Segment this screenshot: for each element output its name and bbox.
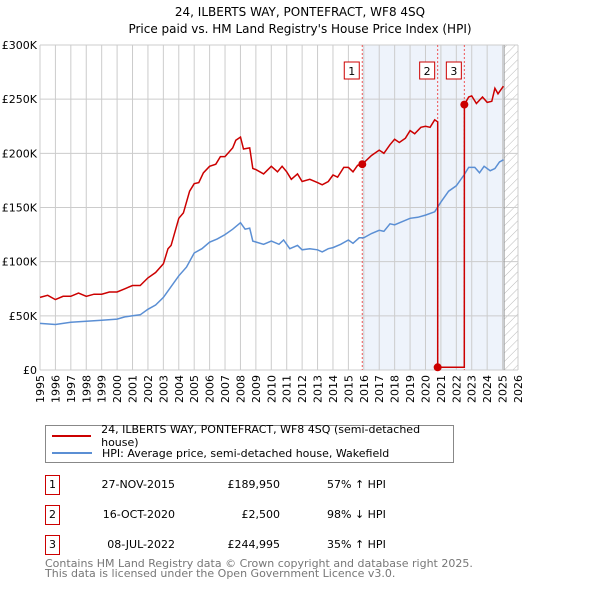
x-tick-label: 2003 — [157, 375, 170, 403]
table-row: 1 27-NOV-2015 £189,950 57% ↑ HPI — [45, 475, 465, 495]
transaction-number: 2 — [45, 505, 60, 525]
hpi-line — [39, 159, 504, 326]
transaction-date: 16-OCT-2020 — [102, 508, 175, 521]
x-tick-label: 2011 — [281, 375, 294, 403]
footer: Contains HM Land Registry data © Crown c… — [45, 557, 473, 580]
property-price-line — [39, 85, 505, 369]
x-tick-label: 1996 — [49, 375, 62, 403]
x-tick-label: 2014 — [327, 375, 340, 403]
chart-title: 24, ILBERTS WAY, PONTEFRACT, WF8 4SQ — [175, 5, 425, 19]
x-tick-label: 2006 — [204, 375, 217, 403]
x-tick-label: 1995 — [34, 375, 47, 403]
legend: 24, ILBERTS WAY, PONTEFRACT, WF8 4SQ (se… — [45, 423, 454, 463]
x-tick-label: 2012 — [296, 375, 309, 403]
y-tick-label: £150K — [2, 202, 38, 215]
x-tick-label: 2008 — [234, 375, 247, 403]
legend-label: 24, ILBERTS WAY, PONTEFRACT, WF8 4SQ (se… — [101, 423, 421, 449]
x-tick-label: 2019 — [404, 375, 417, 403]
price-chart: 24, ILBERTS WAY, PONTEFRACT, WF8 4SQ Pri… — [2, 5, 525, 403]
x-tick-label: 2017 — [373, 375, 386, 403]
transaction-number: 1 — [45, 475, 60, 495]
table-row: 3 08-JUL-2022 £244,995 35% ↑ HPI — [45, 535, 465, 555]
x-tick-label: 2026 — [512, 375, 525, 403]
table-row: 2 16-OCT-2020 £2,500 98% ↓ HPI — [45, 505, 465, 525]
sale-point — [358, 160, 367, 169]
x-tick-label: 2016 — [358, 375, 371, 403]
x-tick-label: 2000 — [111, 375, 124, 403]
transaction-number: 3 — [45, 535, 60, 555]
sale-label-box — [445, 61, 462, 80]
legend-swatch-blue — [52, 452, 92, 454]
x-tick-label: 2010 — [265, 375, 278, 403]
y-tick-label: £250K — [2, 93, 38, 106]
x-tick-label: 2020 — [419, 375, 432, 403]
x-tick-label: 2002 — [142, 375, 155, 403]
x-tick-label: 2018 — [389, 375, 402, 403]
transaction-hpi: 98% ↓ HPI — [327, 508, 386, 521]
transaction-date: 08-JUL-2022 — [107, 538, 175, 551]
x-tick-label: 2007 — [219, 375, 232, 403]
y-tick-label: £200K — [2, 147, 38, 160]
transaction-price: £2,500 — [241, 508, 281, 521]
transaction-price: £189,950 — [227, 478, 281, 491]
legend-item-property: 24, ILBERTS WAY, PONTEFRACT, WF8 4SQ (se… — [46, 423, 453, 449]
x-tick-label: 2024 — [481, 375, 494, 403]
y-tick-label: £50K — [9, 310, 38, 323]
footer-line-1: Contains HM Land Registry data © Crown c… — [45, 557, 473, 570]
sale-label: 3 — [450, 65, 457, 78]
legend-item-hpi: HPI: Average price, semi-detached house,… — [46, 445, 389, 461]
x-tick-label: 2025 — [497, 375, 510, 403]
legend-label: HPI: Average price, semi-detached house,… — [102, 446, 390, 460]
transaction-date: 27-NOV-2015 — [101, 478, 175, 491]
legend-swatch-red — [52, 435, 92, 437]
chart-subtitle: Price paid vs. HM Land Registry's House … — [128, 22, 471, 36]
sale-label-box — [343, 61, 360, 80]
x-tick-label: 2022 — [450, 375, 463, 403]
x-tick-label: 2004 — [173, 375, 186, 403]
y-tick-label: £0 — [23, 364, 37, 377]
x-tick-label: 1998 — [80, 375, 93, 403]
y-tick-label: £300K — [2, 39, 38, 52]
x-tick-label: 2023 — [466, 375, 479, 403]
sale-label: 2 — [424, 65, 431, 78]
x-tick-label: 2013 — [312, 375, 325, 403]
transaction-hpi: 57% ↑ HPI — [327, 478, 386, 491]
x-tick-label: 1999 — [96, 375, 109, 403]
sale-label: 1 — [348, 65, 355, 78]
y-tick-label: £100K — [2, 256, 38, 269]
sale-label-box — [419, 61, 436, 80]
x-tick-label: 1997 — [65, 375, 78, 403]
sale-point — [433, 363, 442, 372]
sale-point — [460, 100, 469, 109]
x-tick-label: 2005 — [188, 375, 201, 403]
x-tick-label: 2001 — [127, 375, 140, 403]
transaction-hpi: 35% ↑ HPI — [327, 538, 386, 551]
x-tick-label: 2009 — [250, 375, 263, 403]
footer-line-2: This data is licensed under the Open Gov… — [45, 567, 396, 580]
x-tick-label: 2021 — [435, 375, 448, 403]
x-tick-label: 2015 — [342, 375, 355, 403]
transaction-price: £244,995 — [227, 538, 281, 551]
